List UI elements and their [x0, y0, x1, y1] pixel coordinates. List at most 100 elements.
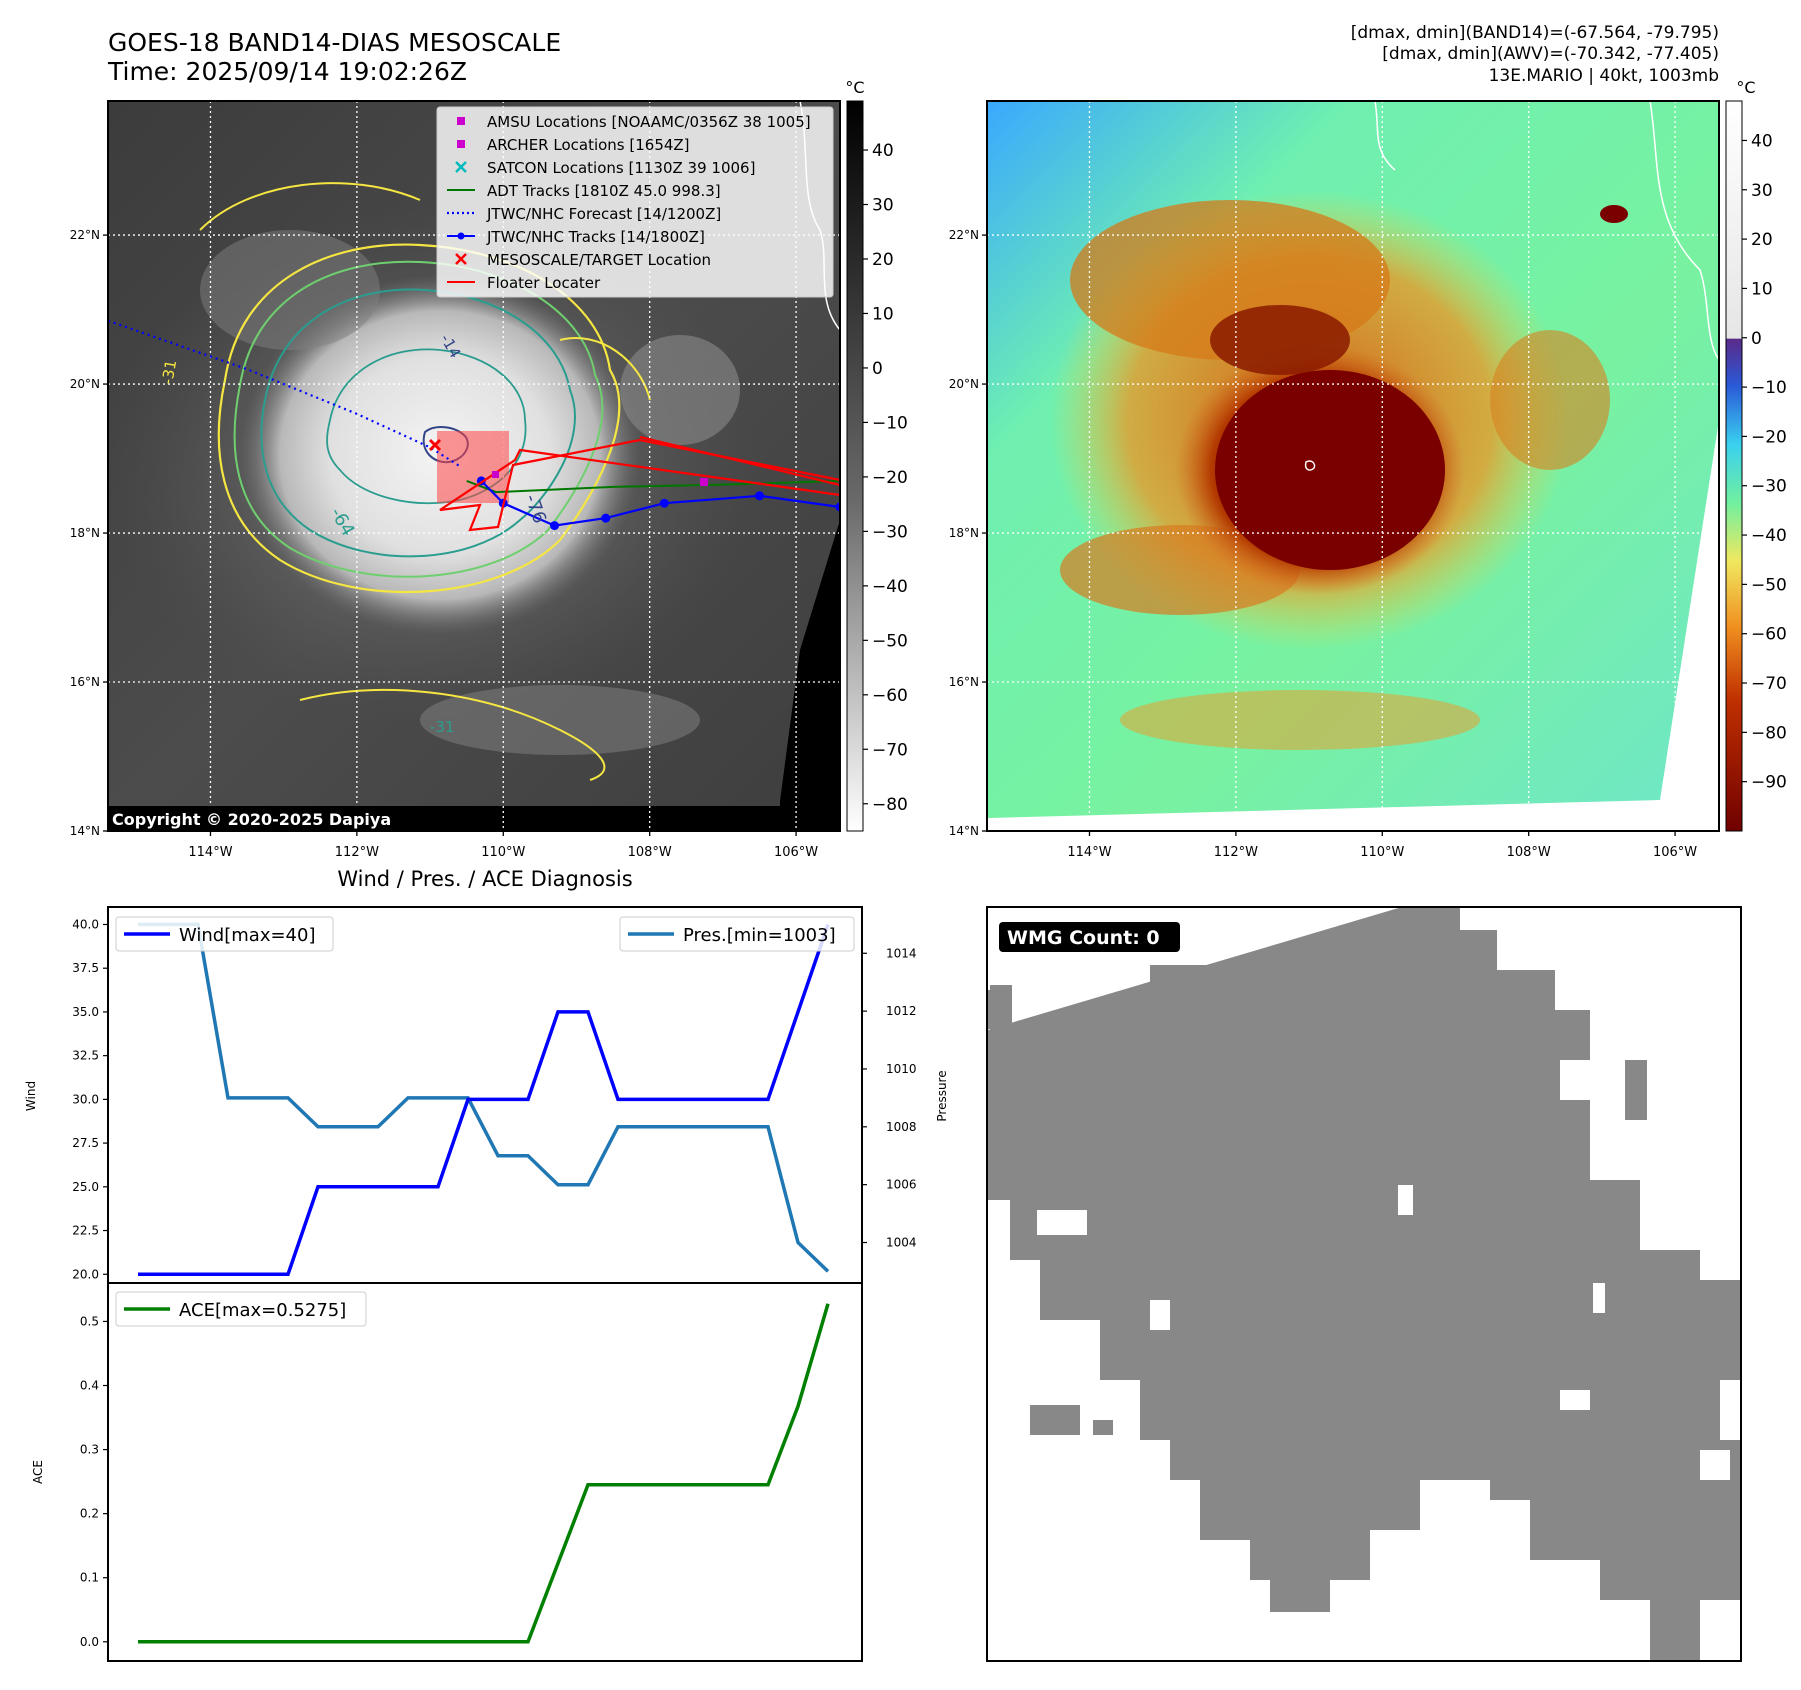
ir-lat-tick-label: 16°N — [70, 675, 100, 689]
legend-box — [436, 106, 834, 298]
colorbar-tick-label: 0 — [1751, 329, 1762, 349]
awv-coastline — [1374, 101, 1719, 361]
colorbar-tick-label: 10 — [872, 304, 894, 324]
info-line3: 13E.MARIO | 40kt, 1003mb — [1489, 66, 1719, 86]
colorbar-tick-label: −60 — [1751, 625, 1787, 645]
colorbar-tick-label: −20 — [872, 468, 908, 488]
pressure-tick-label: 1004 — [886, 1236, 917, 1250]
legend-label: JTWC/NHC Tracks [14/1800Z] — [486, 228, 705, 246]
wind-tick-label: 22.5 — [72, 1224, 99, 1238]
map-legend: AMSU Locations [NOAAMC/0356Z 38 1005] ARC… — [436, 106, 834, 298]
awv-lat-tick-label: 22°N — [949, 228, 979, 242]
pressure-legend: Pres.[min=1003] — [619, 916, 855, 952]
ir-band-south — [420, 685, 700, 755]
wmg-panel: WMG Count: 0 — [986, 906, 1742, 1662]
awv-cdo — [1215, 370, 1445, 570]
ir-cell-east — [620, 335, 740, 445]
ir-colorbar-unit: °C — [845, 78, 864, 97]
colorbar-tick-label: 40 — [872, 141, 894, 161]
colorbar-tick-label: 20 — [1751, 230, 1773, 250]
ir-lon-tick-label: 110°W — [481, 845, 525, 860]
pressure-legend-label: Pres.[min=1003] — [683, 925, 836, 946]
ace-legend-label: ACE[max=0.5275] — [179, 1300, 346, 1321]
ir-lat-tick-label: 18°N — [70, 526, 100, 540]
colorbar-tick-label: −90 — [1751, 773, 1787, 793]
colorbar-tick-label: −50 — [872, 631, 908, 651]
copyright-bg — [108, 806, 424, 831]
legend-label: MESOSCALE/TARGET Location — [487, 251, 711, 269]
wmg-count-label: WMG Count: 0 — [1007, 927, 1160, 949]
wind-ylabel: Wind — [24, 1081, 38, 1111]
info-line1: [dmax, dmin](BAND14)=(-67.564, -79.795) — [1351, 23, 1719, 43]
legend-label: ARCHER Locations [1654Z] — [487, 136, 690, 154]
info-line2: [dmax, dmin](AWV)=(-70.342, -77.405) — [1382, 44, 1719, 64]
ace-panel: 0.0 0.1 0.2 0.3 0.4 0.5 ACE ACE[max=0.5275] — [31, 1282, 863, 1662]
observed-track-point — [754, 491, 764, 501]
wind-tick-label: 40.0 — [72, 917, 99, 931]
ir-lat-tick-label: 20°N — [70, 377, 100, 391]
floater-locater-edge — [639, 435, 840, 487]
contour-yellow-south — [299, 689, 606, 781]
colorbar-tick-label: −30 — [872, 522, 908, 542]
awv-contour-core — [1304, 460, 1316, 471]
colorbar-tick-label: 10 — [1751, 279, 1773, 299]
ace-series-line — [138, 1303, 830, 1644]
awv-colorbar: °C 40 30 20 10 0 −10 −20 −30 −40 −50 −60 −70 −80 −90 — [1725, 78, 1787, 832]
wmg-label-bg — [999, 922, 1180, 952]
ace-axis: 0.0 0.1 0.2 0.3 0.4 0.5 — [80, 1314, 108, 1649]
colorbar-tick-label: 0 — [872, 359, 883, 379]
wind-tick-label: 35.0 — [72, 1005, 99, 1019]
awv-lon-tick-label: 114°W — [1067, 845, 1111, 860]
colorbar-tick-label: −40 — [1751, 526, 1787, 546]
observed-track-point — [550, 521, 560, 531]
contour-yellow-arcs — [199, 182, 651, 401]
legend-swatch-x — [455, 161, 467, 173]
figure-title-line1: GOES-18 BAND14-DIAS MESOSCALE — [108, 28, 561, 57]
wmg-holes — [1037, 1185, 1730, 1480]
colorbar-tick-label: −10 — [1751, 378, 1787, 398]
wind-tick-label: 37.5 — [72, 961, 99, 975]
contour-green-ring — [233, 260, 604, 578]
awv-lon-tick-label: 108°W — [1507, 845, 1551, 860]
wind-legend: Wind[max=40] — [115, 916, 334, 952]
contour-label-1: -31 — [158, 358, 180, 385]
colorbar-tick-label: −80 — [1751, 723, 1787, 743]
wmg-mask — [987, 907, 1741, 1661]
ir-colorbar-bar — [846, 100, 864, 832]
ir-nodata-wedge — [780, 520, 840, 831]
pressure-tick-label: 1008 — [886, 1120, 917, 1134]
awv-map-panel: 114°W 112°W 110°W 108°W 106°W 22°N 20°N 18°N 16°… — [949, 100, 1720, 860]
ir-lon-tick-label: 106°W — [774, 845, 818, 860]
pressure-series-line — [138, 922, 830, 1273]
awv-lat-tick-label: 14°N — [949, 824, 979, 838]
colorbar-tick-label: −10 — [872, 413, 908, 433]
ace-tick-label: 0.4 — [80, 1379, 99, 1393]
copyright-text: Copyright © 2020-2025 Dapiya — [112, 810, 391, 829]
ace-tick-label: 0.2 — [80, 1507, 99, 1521]
legend-label: ADT Tracks [1810Z 45.0 998.3] — [487, 182, 721, 200]
ace-tick-label: 0.5 — [80, 1314, 99, 1328]
wind-tick-label: 32.5 — [72, 1049, 99, 1063]
ace-legend: ACE[max=0.5275] — [115, 1291, 367, 1327]
wind-pressure-panel: 20.0 22.5 25.0 27.5 30.0 32.5 35.0 37.5 40.0 100… — [24, 906, 949, 1284]
ir-colorbar: °C 40 30 20 10 0 −10 −20 −30 −40 −50 −60 −70 −80 — [845, 78, 908, 832]
colorbar-tick-label: 30 — [872, 196, 894, 216]
ir-lon-tick-label: 114°W — [188, 845, 232, 860]
wind-series-line — [138, 923, 830, 1277]
colorbar-tick-label: 40 — [1751, 131, 1773, 151]
target-box — [437, 431, 509, 503]
wind-legend-label: Wind[max=40] — [179, 925, 316, 946]
observed-track-point — [659, 498, 669, 508]
awv-lon-tick-label: 112°W — [1214, 845, 1258, 860]
awv-lon-tick-label: 106°W — [1653, 845, 1697, 860]
ace-tick-label: 0.0 — [80, 1635, 99, 1649]
colorbar-tick-label: −30 — [1751, 477, 1787, 497]
ir-map-panel: -31 -64 -76 -14 -31 AMSU Locations [NOAA… — [70, 100, 841, 860]
ir-lon-tick-label: 112°W — [335, 845, 379, 860]
figure-title-line2: Time: 2025/09/14 19:02:26Z — [107, 57, 467, 86]
wind-tick-label: 25.0 — [72, 1180, 99, 1194]
amsu-marker — [492, 471, 499, 478]
colorbar-tick-label: −60 — [872, 686, 908, 706]
colorbar-tick-label: −20 — [1751, 427, 1787, 447]
